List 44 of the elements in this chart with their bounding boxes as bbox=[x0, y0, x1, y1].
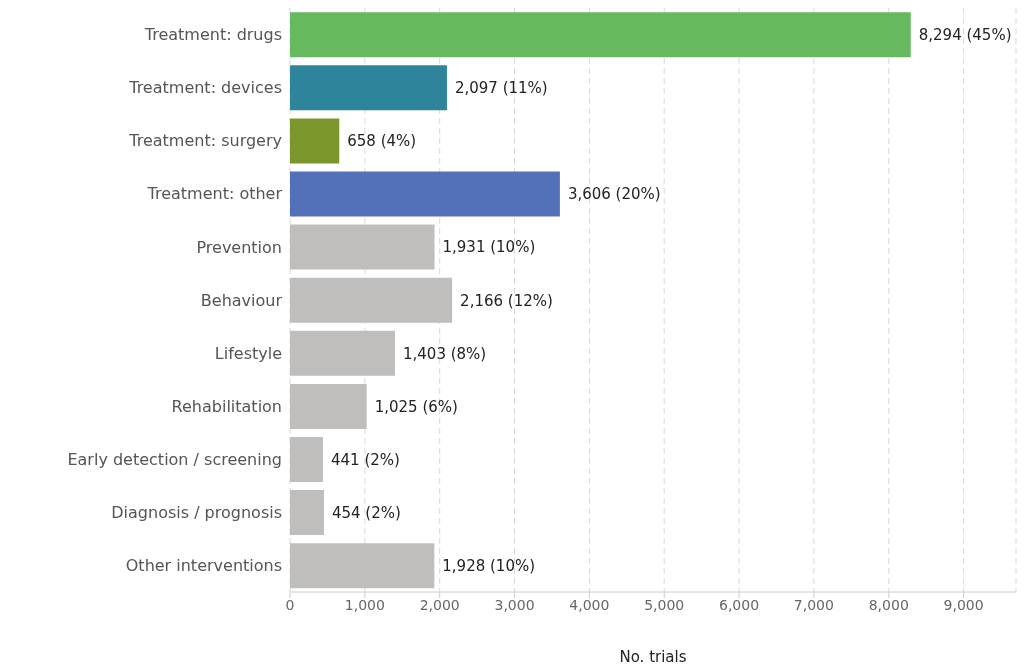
bar bbox=[290, 330, 396, 376]
bar bbox=[290, 436, 324, 482]
data-label: 441 (2%) bbox=[331, 450, 400, 469]
data-label: 1,928 (10%) bbox=[442, 556, 536, 575]
data-label: 1,025 (6%) bbox=[374, 397, 458, 416]
x-axis-title: No. trials bbox=[619, 648, 687, 666]
x-tick-label: 3,000 bbox=[494, 596, 535, 613]
data-label: 3,606 (20%) bbox=[567, 185, 661, 204]
bar bbox=[290, 224, 435, 270]
data-label: 8,294 (45%) bbox=[918, 26, 1012, 45]
y-tick-label: Other interventions bbox=[125, 556, 282, 576]
y-tick-label: Prevention bbox=[196, 237, 282, 257]
data-label: 658 (4%) bbox=[347, 132, 417, 151]
x-tick-label: 9,000 bbox=[943, 596, 984, 613]
x-tick-label: 2,000 bbox=[419, 596, 460, 613]
y-tick-label: Lifestyle bbox=[214, 343, 282, 363]
y-tick-label: Diagnosis / prognosis bbox=[111, 503, 282, 523]
x-tick-label: 8,000 bbox=[868, 596, 909, 613]
x-tick-label: 5,000 bbox=[644, 596, 685, 613]
y-tick-label: Treatment: drugs bbox=[143, 25, 282, 45]
y-tick-label: Treatment: surgery bbox=[128, 131, 282, 151]
y-tick-label: Treatment: other bbox=[146, 184, 283, 204]
x-tick-label: 6,000 bbox=[719, 596, 760, 613]
bar bbox=[290, 65, 447, 111]
bar bbox=[290, 490, 324, 536]
bar bbox=[290, 171, 560, 217]
data-label: 2,097 (11%) bbox=[454, 79, 548, 98]
data-label: 2,166 (12%) bbox=[460, 291, 553, 310]
data-label: 454 (2%) bbox=[331, 503, 401, 522]
bar bbox=[290, 277, 453, 323]
data-label: 1,931 (10%) bbox=[442, 238, 536, 257]
x-tick-label: 7,000 bbox=[793, 596, 834, 613]
y-tick-label: Rehabilitation bbox=[171, 396, 282, 416]
data-label: 1,403 (8%) bbox=[403, 344, 487, 363]
bar bbox=[290, 383, 367, 429]
x-tick-label: 4,000 bbox=[569, 596, 610, 613]
x-tick-label: 0 bbox=[285, 596, 295, 613]
y-tick-label: Behaviour bbox=[200, 290, 283, 310]
bar bbox=[290, 12, 911, 58]
x-tick-label: 1,000 bbox=[344, 596, 385, 613]
y-tick-label: Early detection / screening bbox=[67, 449, 282, 469]
bar bbox=[290, 118, 340, 164]
y-tick-label: Treatment: devices bbox=[128, 78, 282, 98]
bar bbox=[290, 543, 435, 589]
